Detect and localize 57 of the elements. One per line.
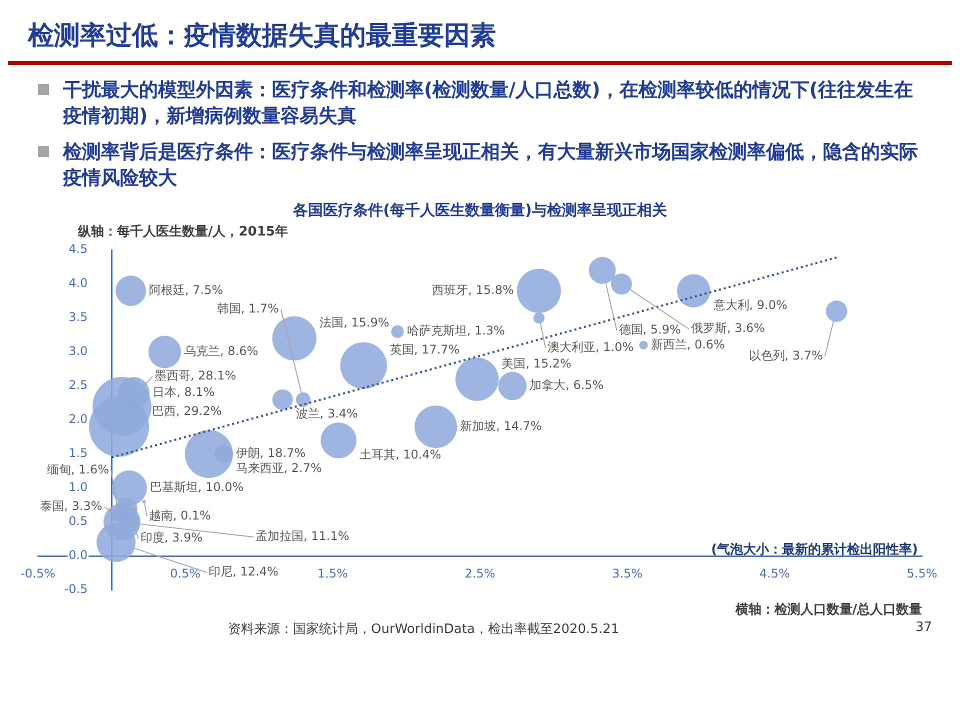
- y-tick-label: 1.0: [68, 480, 88, 494]
- data-label: 韩国, 1.7%: [216, 302, 279, 316]
- x-tick-label: 5.5%: [906, 566, 938, 580]
- x-tick-label: -0.5%: [20, 566, 56, 580]
- data-label: 越南, 0.1%: [148, 508, 211, 523]
- data-label: 泰国, 3.3%: [40, 499, 102, 514]
- x-axis-title: 横轴：检测人口数量/总人口数量: [734, 601, 922, 618]
- data-label: 日本, 8.1%: [152, 384, 215, 399]
- x-tick-label: 0.5%: [170, 566, 201, 580]
- data-label: 哈萨克斯坦, 1.3%: [406, 324, 505, 338]
- data-label: 意大利, 9.0%: [712, 298, 788, 312]
- text: 37: [915, 620, 932, 637]
- chart-subtitle: 各国医疗条件(每千人医生数量衡量)与检测率呈现正相关: [292, 201, 668, 220]
- data-label: 加拿大, 6.5%: [530, 378, 604, 392]
- annotation: (气泡大小：最新的累计检出阳性率): [711, 541, 918, 558]
- data-label: 波兰, 3.4%: [296, 406, 358, 421]
- y-tick-label: 2.0: [68, 412, 88, 426]
- data-label: 缅甸, 1.6%: [46, 462, 110, 476]
- y-tick-label: 0.5: [68, 514, 88, 528]
- x-tick-label: 1.5%: [317, 566, 348, 580]
- text: 检测率背后是医疗条件：医疗条件与检测率呈现正相关，有大量新兴市场国家检测率偏低，隐含的实际疫情风险较大: [63, 140, 919, 191]
- data-label: 巴西, 29.2%: [152, 404, 222, 418]
- y-tick-label: 3.0: [68, 344, 88, 358]
- data-label: 墨西哥, 28.1%: [154, 368, 236, 383]
- y-tick-label: 4.5: [68, 242, 88, 256]
- data-label: 美国, 15.2%: [502, 356, 572, 370]
- data-label: 巴基斯坦, 10.0%: [150, 480, 244, 494]
- y-tick-label: 1.5: [68, 446, 88, 460]
- data-label: 英国, 17.7%: [390, 342, 460, 357]
- data-label: 印度, 3.9%: [140, 530, 202, 545]
- text: 资料来源：国家统计局，OurWorldinData，检出率截至2020.5.21: [228, 621, 620, 638]
- data-label: 乌克兰, 8.6%: [184, 344, 258, 358]
- y-tick-label: -0.5: [64, 582, 88, 596]
- data-label: 西班牙, 15.8%: [432, 282, 514, 297]
- data-label: 俄罗斯, 3.6%: [690, 321, 766, 336]
- x-tick-label: 2.5%: [464, 566, 496, 580]
- data-label: 印尼, 12.4%: [208, 564, 278, 579]
- data-label: 法国, 15.9%: [319, 316, 390, 330]
- chart-title: 检测率过低：疫情数据失真的最重要因素: [8, 8, 952, 65]
- y-tick-label: 2.5: [68, 378, 88, 392]
- data-label: 澳大利亚, 1.0%: [547, 340, 634, 354]
- data-label: 以色列, 3.7%: [748, 348, 823, 362]
- data-label: 土耳其, 10.4%: [359, 448, 442, 462]
- data-label: 德国, 5.9%: [618, 322, 681, 337]
- data-label: 马来西亚, 2.7%: [236, 461, 322, 476]
- text: 干扰最大的模型外因素：医疗条件和检测率(检测数量/人口总数)，在检测率较低的情况下(往往发生在疫情初期)，新增病例数量容易失真: [63, 78, 914, 129]
- x-tick-label: 4.5%: [759, 566, 790, 580]
- y-tick-label: 4.0: [68, 276, 88, 290]
- data-label: 新加坡, 14.7%: [460, 418, 542, 433]
- y-tick-label: 0.0: [68, 548, 88, 562]
- data-label: 孟加拉国, 11.1%: [255, 529, 350, 544]
- y-tick-label: 3.5: [68, 310, 88, 324]
- data-label: 新西兰, 0.6%: [650, 337, 725, 352]
- data-label: 伊朗, 18.7%: [236, 446, 306, 460]
- x-tick-label: 3.5%: [612, 566, 643, 580]
- y-axis-title: 纵轴：每千人医生数量/人，2015年: [77, 223, 288, 240]
- data-label: 阿根廷, 7.5%: [149, 282, 224, 297]
